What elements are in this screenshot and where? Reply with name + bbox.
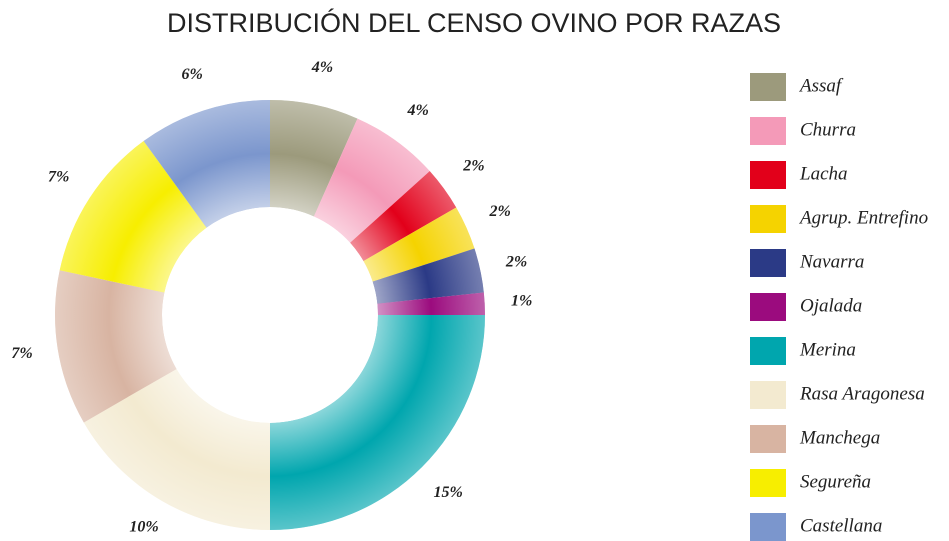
legend-label: Agrup. Entrefino: [798, 207, 928, 228]
data-label: 4%: [311, 59, 333, 76]
data-label: 2%: [489, 203, 511, 220]
slice-shade: [372, 248, 484, 304]
legend-label: Rasa Aragonesa: [799, 383, 925, 404]
slice-shade: [143, 100, 270, 228]
legend-swatch: [750, 381, 786, 409]
legend-label: Assaf: [798, 75, 844, 96]
slice-shade: [377, 292, 485, 315]
slice-shade: [83, 369, 270, 530]
slice-shade: [270, 100, 358, 217]
legend-swatch: [750, 73, 786, 101]
slice-shade: [54, 270, 177, 423]
legend-label: Churra: [800, 119, 856, 140]
legend-swatch: [750, 337, 786, 365]
legend-swatch: [750, 249, 786, 277]
data-label: 2%: [462, 158, 484, 175]
slice-shade: [350, 171, 457, 261]
data-label: 15%: [434, 484, 463, 501]
legend-label: Manchega: [799, 427, 880, 448]
chart-title: DISTRIBUCIÓN DEL CENSO OVINO POR RAZAS: [167, 7, 781, 38]
data-label: 2%: [505, 253, 527, 270]
data-label: 7%: [48, 168, 69, 185]
slice-shade: [270, 315, 485, 530]
legend-swatch: [750, 205, 786, 233]
legend-swatch: [750, 513, 786, 541]
legend-label: Ojalada: [800, 295, 862, 316]
legend-swatch: [750, 293, 786, 321]
legend-label: Merina: [799, 339, 856, 360]
legend-swatch: [750, 425, 786, 453]
data-label: 10%: [129, 519, 158, 536]
legend-label: Segureña: [800, 471, 871, 492]
slice-shade: [313, 118, 430, 243]
data-label: 1%: [511, 292, 532, 309]
legend-label: Castellana: [800, 515, 882, 536]
legend-swatch: [750, 469, 786, 497]
legend-label: Navarra: [799, 251, 864, 272]
slice-shade: [59, 141, 207, 293]
data-label: 7%: [11, 345, 32, 362]
data-label: 4%: [406, 102, 428, 119]
legend-label: Lacha: [799, 163, 848, 184]
slice-shade: [363, 207, 475, 282]
legend-swatch: [750, 117, 786, 145]
data-label: 6%: [181, 66, 202, 83]
legend-swatch: [750, 161, 786, 189]
